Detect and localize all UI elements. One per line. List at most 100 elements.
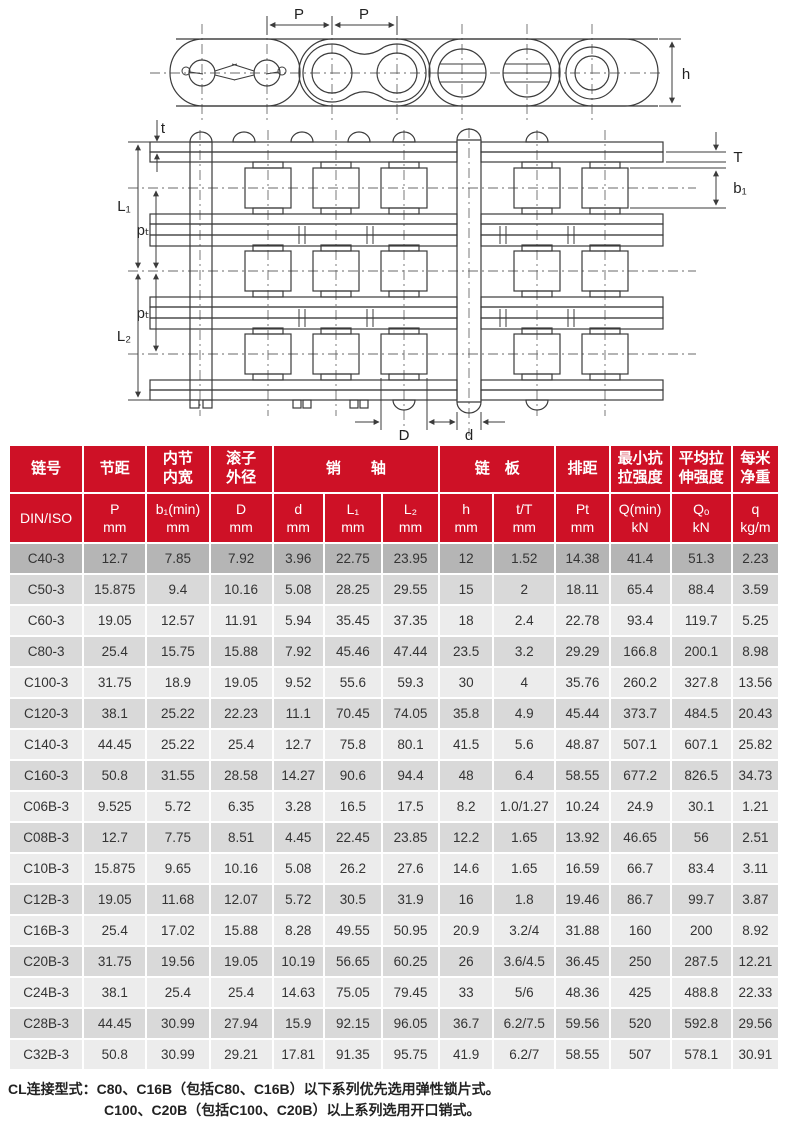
value-cell: 22.33 xyxy=(730,976,781,1009)
value-cell: 4.45 xyxy=(271,821,325,854)
value-cell: 2.51 xyxy=(730,821,781,854)
table-row: C20B-3 31.75 19.56 19.05 10.19 56.65 60.25 26 3.… xyxy=(7,945,781,978)
value-cell: 12.57 xyxy=(145,604,211,637)
value-cell: 5.08 xyxy=(271,573,325,606)
value-cell: 95.75 xyxy=(380,1038,441,1071)
value-cell: 29.29 xyxy=(554,635,611,668)
chain-no-cell: C28B-3 xyxy=(7,1007,85,1040)
header-row-groups: 链号 节距 内节 内宽 滚子 外径 销 轴 链 板 排距 最小抗 拉强度 平均拉… xyxy=(7,444,781,494)
value-cell: 25.4 xyxy=(208,728,274,761)
value-cell: 70.45 xyxy=(322,697,383,730)
value-cell: 3.6/4.5 xyxy=(492,945,557,978)
value-cell: 3.59 xyxy=(730,573,781,606)
value-cell: 3.96 xyxy=(271,542,325,575)
value-cell: 55.6 xyxy=(322,666,383,699)
subheader-tT: t/T mm xyxy=(492,492,557,544)
value-cell: 9.4 xyxy=(145,573,211,606)
value-cell: 23.95 xyxy=(380,542,441,575)
table-row: C32B-3 50.8 30.99 29.21 17.81 91.35 95.75 41.9 6… xyxy=(7,1038,781,1071)
value-cell: 4 xyxy=(492,666,557,699)
value-cell: 7.92 xyxy=(271,635,325,668)
value-cell: 5/6 xyxy=(492,976,557,1009)
header-pin-group: 销 轴 xyxy=(271,444,441,494)
cotter-pin-left xyxy=(181,63,238,81)
chain-no-cell: C06B-3 xyxy=(7,790,85,823)
value-cell: 96.05 xyxy=(380,1007,441,1040)
value-cell: 91.35 xyxy=(322,1038,383,1071)
header-roller-diameter: 滚子 外径 xyxy=(208,444,274,494)
value-cell: 10.24 xyxy=(554,790,611,823)
chain-technical-drawing: P P h xyxy=(0,0,790,444)
value-cell: 90.6 xyxy=(322,759,383,792)
value-cell: 17.5 xyxy=(380,790,441,823)
value-cell: 11.68 xyxy=(145,883,211,916)
header-row-units: DIN/ISO P mm b₁(min) mm D mm d mm L₁ mm … xyxy=(7,492,781,544)
value-cell: 36.7 xyxy=(438,1007,495,1040)
value-cell: 8.51 xyxy=(208,821,274,854)
value-cell: 15 xyxy=(438,573,495,606)
value-cell: 677.2 xyxy=(608,759,672,792)
value-cell: 15.875 xyxy=(82,852,148,885)
value-cell: 88.4 xyxy=(669,573,733,606)
value-cell: 18 xyxy=(438,604,495,637)
table-row: C08B-3 12.7 7.75 8.51 4.45 22.45 23.85 12.2 1.65… xyxy=(7,821,781,854)
value-cell: 23.5 xyxy=(438,635,495,668)
value-cell: 35.76 xyxy=(554,666,611,699)
value-cell: 27.94 xyxy=(208,1007,274,1040)
value-cell: 19.56 xyxy=(145,945,211,978)
value-cell: 12.7 xyxy=(271,728,325,761)
value-cell: 5.25 xyxy=(730,604,781,637)
spec-table-body: C40-3 12.7 7.85 7.92 3.96 22.75 23.95 12 1.52 14.… xyxy=(7,542,781,1071)
header-pitch: 节距 xyxy=(82,444,148,494)
note-line-1: CL连接型式：C80、C16B（包括C80、C16B）以下系列优先选用弹性锁片式… xyxy=(8,1081,500,1097)
value-cell: 1.0/1.27 xyxy=(492,790,557,823)
subheader-d: d mm xyxy=(271,492,325,544)
value-cell: 19.05 xyxy=(82,883,148,916)
subheader-P: P mm xyxy=(82,492,148,544)
header-inner-width: 内节 内宽 xyxy=(145,444,211,494)
value-cell: 48 xyxy=(438,759,495,792)
value-cell: 578.1 xyxy=(669,1038,733,1071)
value-cell: 13.56 xyxy=(730,666,781,699)
value-cell: 31.75 xyxy=(82,666,148,699)
value-cell: 15.88 xyxy=(208,635,274,668)
value-cell: 56.65 xyxy=(322,945,383,978)
value-cell: 58.55 xyxy=(554,1038,611,1071)
value-cell: 2 xyxy=(492,573,557,606)
value-cell: 166.8 xyxy=(608,635,672,668)
value-cell: 18.11 xyxy=(554,573,611,606)
value-cell: 22.45 xyxy=(322,821,383,854)
value-cell: 592.8 xyxy=(669,1007,733,1040)
value-cell: 488.8 xyxy=(669,976,733,1009)
chain-no-cell: C160-3 xyxy=(7,759,85,792)
chain-side-view: P P h xyxy=(150,6,690,122)
value-cell: 7.92 xyxy=(208,542,274,575)
value-cell: 5.08 xyxy=(271,852,325,885)
value-cell: 15.875 xyxy=(82,573,148,606)
value-cell: 31.75 xyxy=(82,945,148,978)
value-cell: 160 xyxy=(608,914,672,947)
value-cell: 4.9 xyxy=(492,697,557,730)
chain-no-cell: C50-3 xyxy=(7,573,85,606)
value-cell: 41.5 xyxy=(438,728,495,761)
value-cell: 36.45 xyxy=(554,945,611,978)
value-cell: 5.94 xyxy=(271,604,325,637)
value-cell: 2.4 xyxy=(492,604,557,637)
value-cell: 607.1 xyxy=(669,728,733,761)
value-cell: 520 xyxy=(608,1007,672,1040)
dim-label-pitch-2: P xyxy=(359,6,369,23)
value-cell: 25.82 xyxy=(730,728,781,761)
value-cell: 11.91 xyxy=(208,604,274,637)
table-row: C60-3 19.05 12.57 11.91 5.94 35.45 37.35 18 2.4 2… xyxy=(7,604,781,637)
value-cell: 23.85 xyxy=(380,821,441,854)
value-cell: 28.58 xyxy=(208,759,274,792)
chain-no-cell: C32B-3 xyxy=(7,1038,85,1071)
value-cell: 66.7 xyxy=(608,852,672,885)
value-cell: 30.99 xyxy=(145,1007,211,1040)
chain-no-cell: C16B-3 xyxy=(7,914,85,947)
value-cell: 12.2 xyxy=(438,821,495,854)
value-cell: 29.55 xyxy=(380,573,441,606)
value-cell: 6.2/7 xyxy=(492,1038,557,1071)
subheader-Qmin: Q(min) kN xyxy=(608,492,672,544)
value-cell: 26.2 xyxy=(322,852,383,885)
